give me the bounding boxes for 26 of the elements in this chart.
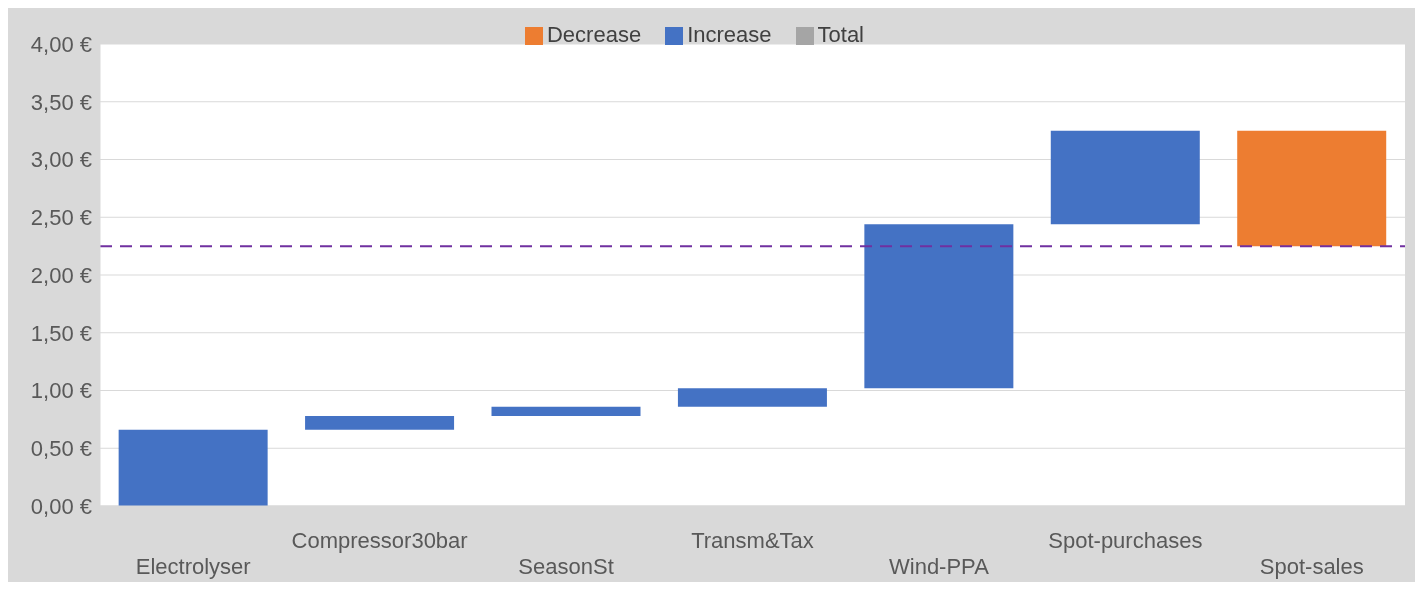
y-tick-label: 2,50 € <box>30 205 92 231</box>
x-tick-label: Electrolyser <box>135 554 251 579</box>
legend-label: Decrease <box>546 22 642 47</box>
y-tick-label: 1,50 € <box>30 320 92 346</box>
bar <box>1237 130 1387 247</box>
bar <box>491 406 641 416</box>
legend-label: Total <box>817 22 865 47</box>
y-tick-label: 4,00 € <box>30 31 92 57</box>
bar <box>1050 130 1200 225</box>
legend-label: Increase <box>687 22 772 47</box>
bar <box>305 415 455 430</box>
y-tick-label: 3,50 € <box>30 89 92 115</box>
x-tick-label: SeasonSt <box>518 554 614 579</box>
y-tick-label: 0,00 € <box>30 493 92 519</box>
y-tick-label: 1,00 € <box>30 378 92 404</box>
x-tick-label: Spot-purchases <box>1048 528 1203 553</box>
x-tick-label: Compressor30bar <box>291 528 468 553</box>
y-tick-label: 3,00 € <box>30 147 92 173</box>
x-tick-label: Wind-PPA <box>889 554 990 579</box>
bar <box>677 388 827 407</box>
y-tick-label: 0,50 € <box>30 436 92 462</box>
bar <box>864 224 1014 389</box>
x-tick-label: Transm&Tax <box>691 528 814 553</box>
y-tick-label: 2,00 € <box>30 262 92 288</box>
x-tick-label: Spot-sales <box>1259 554 1364 579</box>
bar <box>118 429 268 506</box>
